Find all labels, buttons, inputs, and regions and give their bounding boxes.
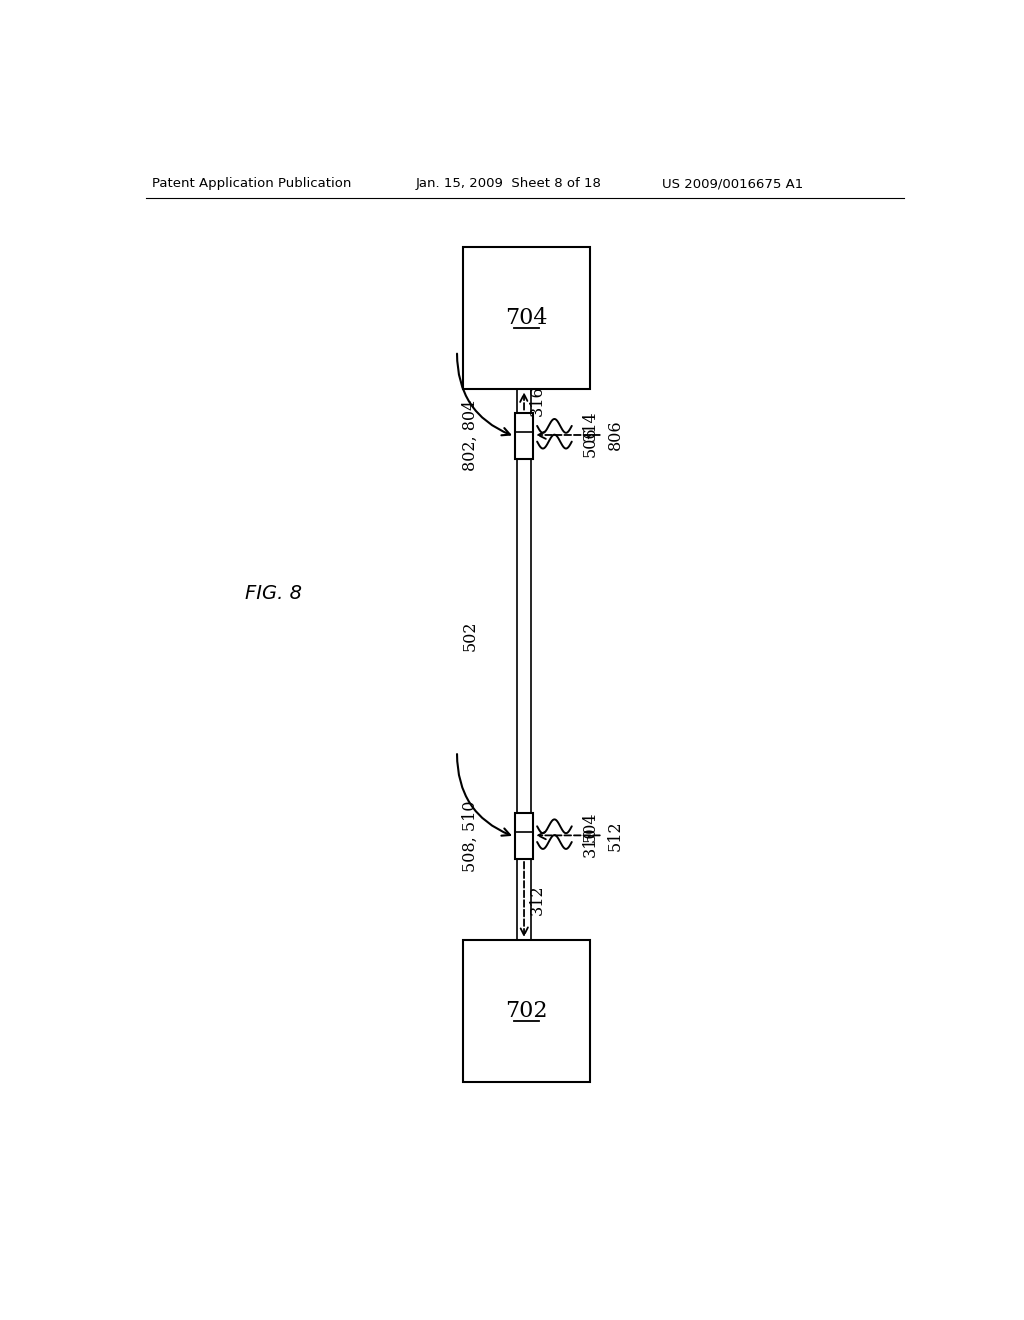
Bar: [463, 247, 590, 389]
Bar: [463, 940, 590, 1082]
Bar: [517, 389, 531, 940]
Text: Patent Application Publication: Patent Application Publication: [153, 177, 351, 190]
Text: 702: 702: [506, 1001, 548, 1022]
Text: 312: 312: [528, 884, 546, 915]
Text: 502: 502: [462, 620, 478, 651]
Text: 704: 704: [506, 308, 548, 329]
Bar: [515, 813, 534, 859]
Text: Jan. 15, 2009  Sheet 8 of 18: Jan. 15, 2009 Sheet 8 of 18: [416, 177, 601, 190]
Text: FIG. 8: FIG. 8: [245, 583, 301, 603]
Text: 806: 806: [606, 420, 624, 450]
Text: 504: 504: [582, 810, 599, 842]
Text: 310: 310: [582, 826, 599, 857]
Bar: [515, 412, 534, 459]
Text: 508, 510: 508, 510: [462, 800, 478, 871]
Text: 506: 506: [582, 426, 599, 457]
Text: 512: 512: [606, 820, 624, 850]
Text: 316: 316: [528, 385, 546, 416]
Text: 802, 804: 802, 804: [462, 400, 478, 471]
Text: 314: 314: [582, 411, 599, 441]
Text: US 2009/0016675 A1: US 2009/0016675 A1: [662, 177, 803, 190]
